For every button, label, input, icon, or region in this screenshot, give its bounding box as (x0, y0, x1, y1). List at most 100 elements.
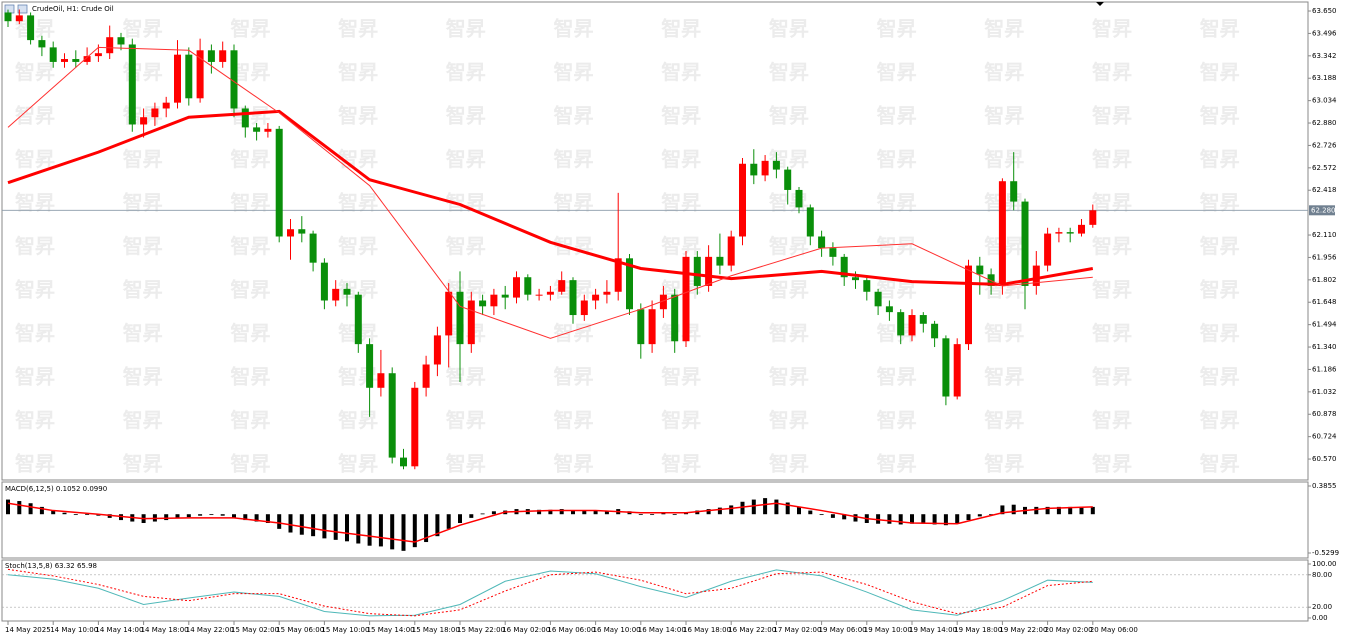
current-price-label: 62.280 (1311, 206, 1336, 214)
y-tick-label: -0.5299 (1312, 549, 1339, 557)
watermark: 智昇 (877, 60, 917, 84)
macd-bar (175, 514, 180, 518)
macd-bar (356, 514, 361, 544)
candle-body (761, 160, 769, 176)
watermark: 智昇 (230, 365, 270, 389)
watermark: 智昇 (769, 278, 809, 302)
watermark: 智昇 (446, 104, 486, 128)
watermark: 智昇 (984, 147, 1024, 171)
watermark: 智昇 (1200, 365, 1240, 389)
candle-body (445, 291, 453, 336)
candle-body (919, 315, 927, 324)
y-tick-label: 0.00 (1312, 614, 1328, 622)
candle-body (614, 258, 622, 292)
y-tick-label: 80.00 (1312, 571, 1332, 579)
main-panel (1, 1, 1309, 481)
y-tick-label: 61.186 (1312, 365, 1337, 373)
candle-body (287, 229, 294, 237)
candle-body (885, 306, 893, 313)
watermark: 智昇 (1200, 147, 1240, 171)
candle-body (433, 335, 441, 365)
watermark: 智昇 (338, 17, 378, 41)
macd-bar (311, 514, 316, 537)
watermark: 智昇 (1200, 191, 1240, 215)
watermark: 智昇 (661, 147, 701, 171)
macd-bar (943, 514, 948, 526)
x-tick-label: 15 May 10:00 (321, 626, 369, 634)
candle-body (693, 256, 701, 286)
watermark: 智昇 (123, 17, 163, 41)
icon (17, 4, 28, 14)
watermark: 智昇 (769, 104, 809, 128)
watermark: 智昇 (661, 408, 701, 432)
watermark: 智昇 (338, 452, 378, 476)
x-tick-label: 16 May 18:00 (683, 626, 731, 634)
x-tick-label: 19 May 10:00 (864, 626, 912, 634)
candle-body (94, 53, 102, 57)
watermark: 智昇 (877, 408, 917, 432)
watermark: 智昇 (877, 191, 917, 215)
macd-bar (1068, 506, 1073, 515)
watermark: 智昇 (1200, 60, 1240, 84)
macd-bar (164, 514, 169, 521)
macd-bar (51, 510, 56, 515)
watermark: 智昇 (661, 452, 701, 476)
macd-bar (650, 514, 655, 516)
candle-body (117, 37, 125, 45)
macd-bar (277, 514, 282, 529)
candle-body (400, 457, 407, 467)
watermark: 智昇 (1092, 17, 1132, 41)
candle-body (38, 40, 46, 48)
candle-body (490, 294, 498, 307)
candle-body (829, 248, 837, 257)
watermark: 智昇 (1200, 321, 1240, 345)
watermark: 智昇 (1200, 17, 1240, 41)
y-tick-label: 63.034 (1312, 97, 1337, 105)
watermark: 智昇 (1092, 321, 1132, 345)
watermark: 智昇 (1092, 365, 1132, 389)
watermark: 智昇 (877, 147, 917, 171)
macd-bar (887, 514, 892, 524)
candle-body (637, 309, 645, 345)
x-tick-label: 15 May 02:00 (231, 626, 279, 634)
watermark: 智昇 (769, 408, 809, 432)
candle-body (1044, 233, 1052, 266)
candle-body (332, 288, 340, 301)
watermark: 智昇 (984, 60, 1024, 84)
watermark: 智昇 (338, 191, 378, 215)
candle-body (546, 291, 554, 295)
macd-bar (288, 514, 293, 533)
watermark: 智昇 (338, 60, 378, 84)
macd-bar (17, 501, 22, 515)
candle-body (524, 277, 532, 295)
x-tick-label: 16 May 22:00 (728, 626, 776, 634)
candle-body (377, 373, 385, 388)
watermark: 智昇 (15, 321, 55, 345)
watermark: 智昇 (984, 321, 1024, 345)
candle-body (15, 15, 23, 22)
candle-body (1010, 181, 1018, 202)
macd-bar (989, 514, 994, 516)
watermark: 智昇 (446, 365, 486, 389)
macd-bar (808, 510, 813, 515)
moving-average (7, 109, 1094, 286)
candle-body (513, 277, 520, 298)
macd-bar (73, 514, 78, 516)
watermark: 智昇 (554, 17, 594, 41)
candle-body (411, 387, 419, 467)
watermark: 智昇 (230, 278, 270, 302)
shift-marker (1096, 2, 1104, 6)
y-tick-label: 61.032 (1312, 388, 1337, 396)
watermark: 智昇 (554, 147, 594, 171)
y-tick-label: 62.880 (1312, 119, 1337, 127)
candle-body (422, 364, 430, 388)
macd-bar (582, 510, 587, 515)
x-tick-label: 19 May 06:00 (819, 626, 867, 634)
candle-body (106, 37, 114, 54)
macd-bar (243, 514, 248, 521)
candle-body (366, 344, 374, 388)
macd-bar (932, 514, 937, 525)
watermark: 智昇 (1200, 278, 1240, 302)
watermark: 智昇 (338, 234, 378, 258)
watermark: 智昇 (15, 60, 55, 84)
